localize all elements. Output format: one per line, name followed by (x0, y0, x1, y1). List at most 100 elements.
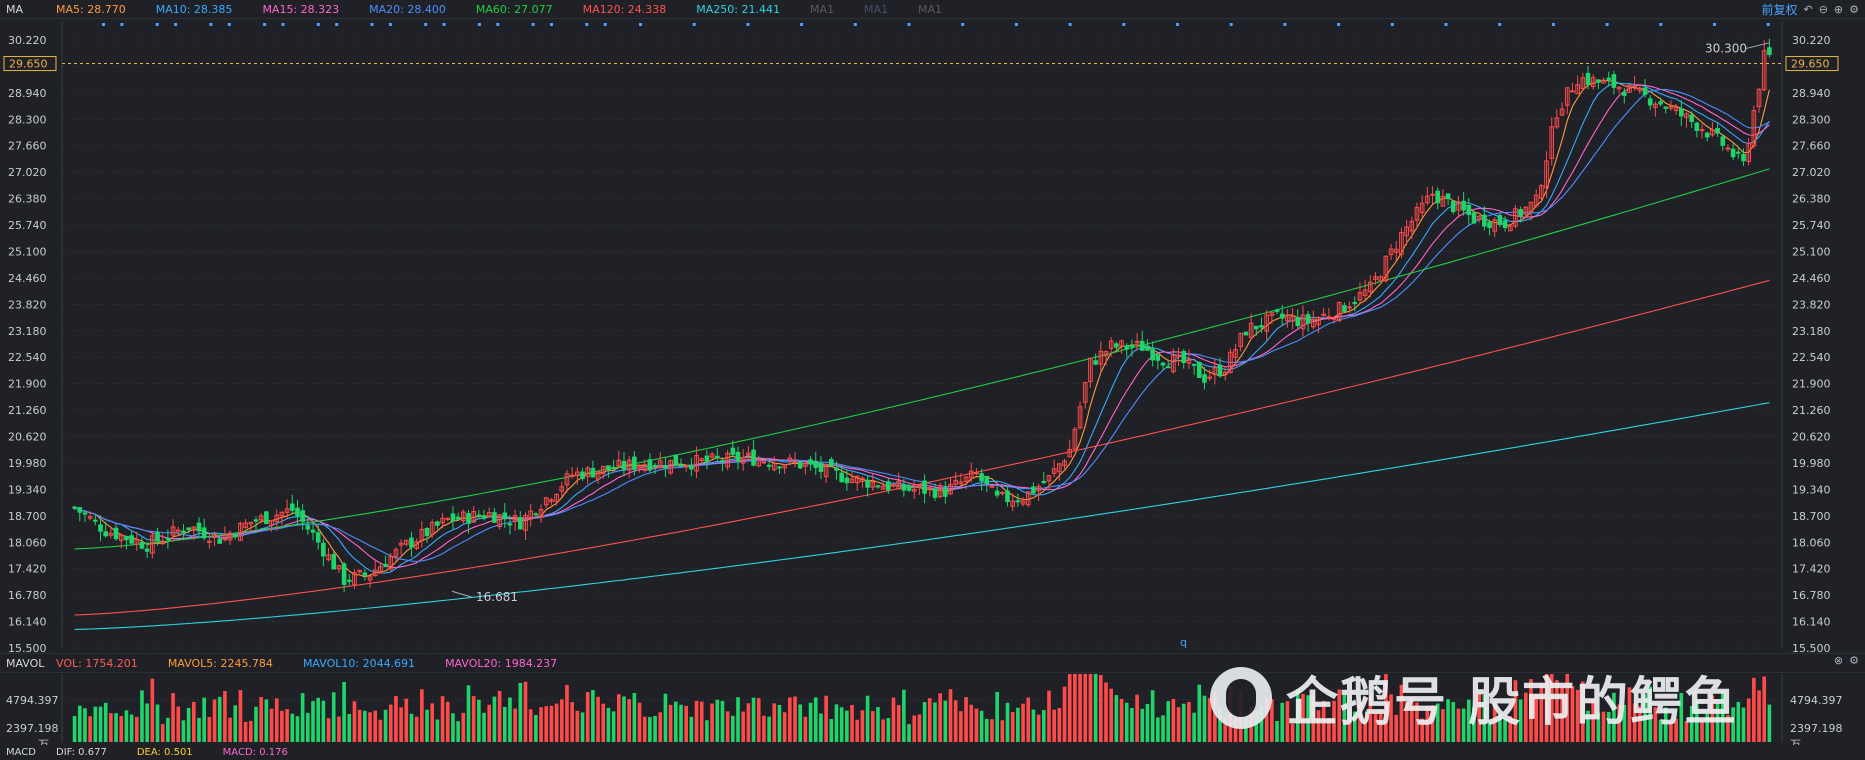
volume-bar-314 (1700, 720, 1704, 742)
volume-bar-138 (788, 697, 792, 742)
volume-bar-238 (1306, 695, 1310, 742)
event-marker-14 (853, 23, 857, 26)
volume-bar-36 (259, 696, 263, 742)
price-tick-right-12: 22.540 (1792, 351, 1831, 364)
volume-bar-4 (93, 706, 98, 742)
candle-body-151 (854, 475, 860, 484)
candle-body-170 (953, 479, 959, 485)
candle-body-225 (1238, 332, 1244, 348)
candle-body-127 (730, 447, 736, 455)
price-tick-left-3: 28.300 (8, 113, 47, 126)
ma-tag[interactable]: MA (6, 2, 24, 16)
volume-bar-255 (1394, 714, 1399, 742)
volume-bar-87 (523, 681, 528, 742)
volume-bar-51 (337, 716, 341, 742)
price-tick-left-10: 23.820 (8, 298, 47, 311)
close-icon[interactable]: ⊗ (1833, 654, 1844, 667)
volume-tag[interactable]: MAVOL (6, 656, 45, 670)
candle-body-66 (414, 541, 419, 549)
candle-body-327 (1767, 47, 1772, 56)
ma-legend-2: MA15: 28.323 (262, 2, 340, 16)
price-tick-right-21: 16.780 (1792, 589, 1831, 602)
candle-body-17 (160, 540, 166, 545)
ma-indicator-header: MA MA5: 28.770 MA10: 28.385 MA15: 28.323 MA… (0, 0, 1865, 19)
event-marker-34 (227, 23, 231, 26)
volume-bar-284 (1544, 674, 1549, 742)
event-marker-29 (1659, 23, 1663, 26)
candle-body-78 (476, 514, 482, 517)
volume-bar-146 (829, 719, 834, 742)
volume-bar-263 (1435, 703, 1440, 742)
zoom-in-icon[interactable]: ⊕ (1833, 2, 1844, 16)
price-tick-right-14: 21.260 (1792, 404, 1831, 417)
volume-bar-76 (466, 685, 471, 742)
settings-icon[interactable]: ⚙ (1849, 654, 1859, 667)
candle-body-41 (284, 508, 290, 513)
candle-body-64 (403, 539, 409, 545)
volume-bar-26 (207, 716, 212, 742)
volume-bar-56 (363, 710, 367, 742)
ma-legend-4: MA60: 27.077 (475, 2, 553, 16)
ma-line-ma60 (74, 168, 1770, 550)
volume-bar-154 (870, 711, 875, 742)
volume-bar-279 (1518, 699, 1523, 742)
volume-bar-315 (1705, 713, 1710, 742)
candle-body-32 (238, 522, 243, 541)
event-marker-39 (496, 23, 500, 26)
candle-body-239 (1310, 319, 1316, 328)
price-tick-left-5: 27.020 (8, 166, 47, 179)
candle-body-306 (1658, 101, 1663, 105)
candle-body-5 (98, 524, 103, 532)
volume-bar-64 (404, 698, 409, 742)
candle-body-315 (1704, 132, 1710, 138)
volume-bar-308 (1669, 721, 1673, 742)
settings-icon[interactable]: ⚙ (1849, 2, 1859, 16)
volume-bar-198 (1098, 674, 1103, 742)
volume-bar-150 (850, 705, 854, 742)
candle-body-185 (1031, 486, 1036, 494)
candle-body-161 (906, 485, 912, 491)
candle-body-111 (647, 459, 653, 471)
candle-body-321 (1735, 151, 1741, 154)
volume-bar-47 (316, 697, 321, 742)
candle-body-247 (1352, 301, 1358, 304)
candle-body-79 (481, 515, 487, 519)
volume-bar-266 (1451, 701, 1456, 742)
candle-body-142 (808, 459, 813, 465)
volume-bar-53 (347, 714, 352, 742)
price-adjust-toggle[interactable]: 前复权 (1761, 2, 1798, 17)
low-annotation: 16.681 (476, 590, 518, 604)
price-tick-right-5: 27.020 (1792, 166, 1831, 179)
candle-body-7 (108, 532, 114, 536)
candle-body-102 (600, 465, 606, 475)
candle-body-81 (492, 512, 497, 523)
volume-bar-92 (549, 705, 554, 742)
event-marker-31 (1766, 23, 1770, 26)
volume-bar-3 (88, 716, 92, 742)
ma-legend-3: MA20: 28.400 (369, 2, 446, 16)
undo-icon[interactable]: ↶ (1803, 2, 1813, 16)
candle-body-104 (611, 466, 616, 470)
candle-body-285 (1549, 126, 1555, 159)
candle-body-235 (1290, 315, 1295, 322)
volume-bar-211 (1166, 701, 1171, 742)
volume-bar-306 (1658, 720, 1663, 742)
zoom-out-icon[interactable]: ⊖ (1818, 2, 1828, 16)
candle-body-292 (1585, 72, 1591, 86)
volume-bar-107 (627, 699, 631, 742)
volume-bar-239 (1311, 696, 1316, 742)
macd-tag[interactable]: MACD (6, 747, 36, 758)
volume-bar-130 (746, 703, 751, 742)
candle-body-87 (523, 514, 528, 531)
candle-body-24 (196, 522, 202, 532)
volume-bar-23 (191, 701, 196, 742)
volume-bar-301 (1632, 703, 1637, 742)
volume-bar-274 (1492, 702, 1497, 742)
candle-body-99 (585, 467, 591, 478)
candle-body-90 (538, 508, 544, 518)
volume-bar-202 (1119, 698, 1124, 742)
volume-bar-12 (134, 716, 139, 742)
price-tick-left-6: 26.380 (8, 193, 47, 206)
candle-body-265 (1445, 193, 1451, 200)
